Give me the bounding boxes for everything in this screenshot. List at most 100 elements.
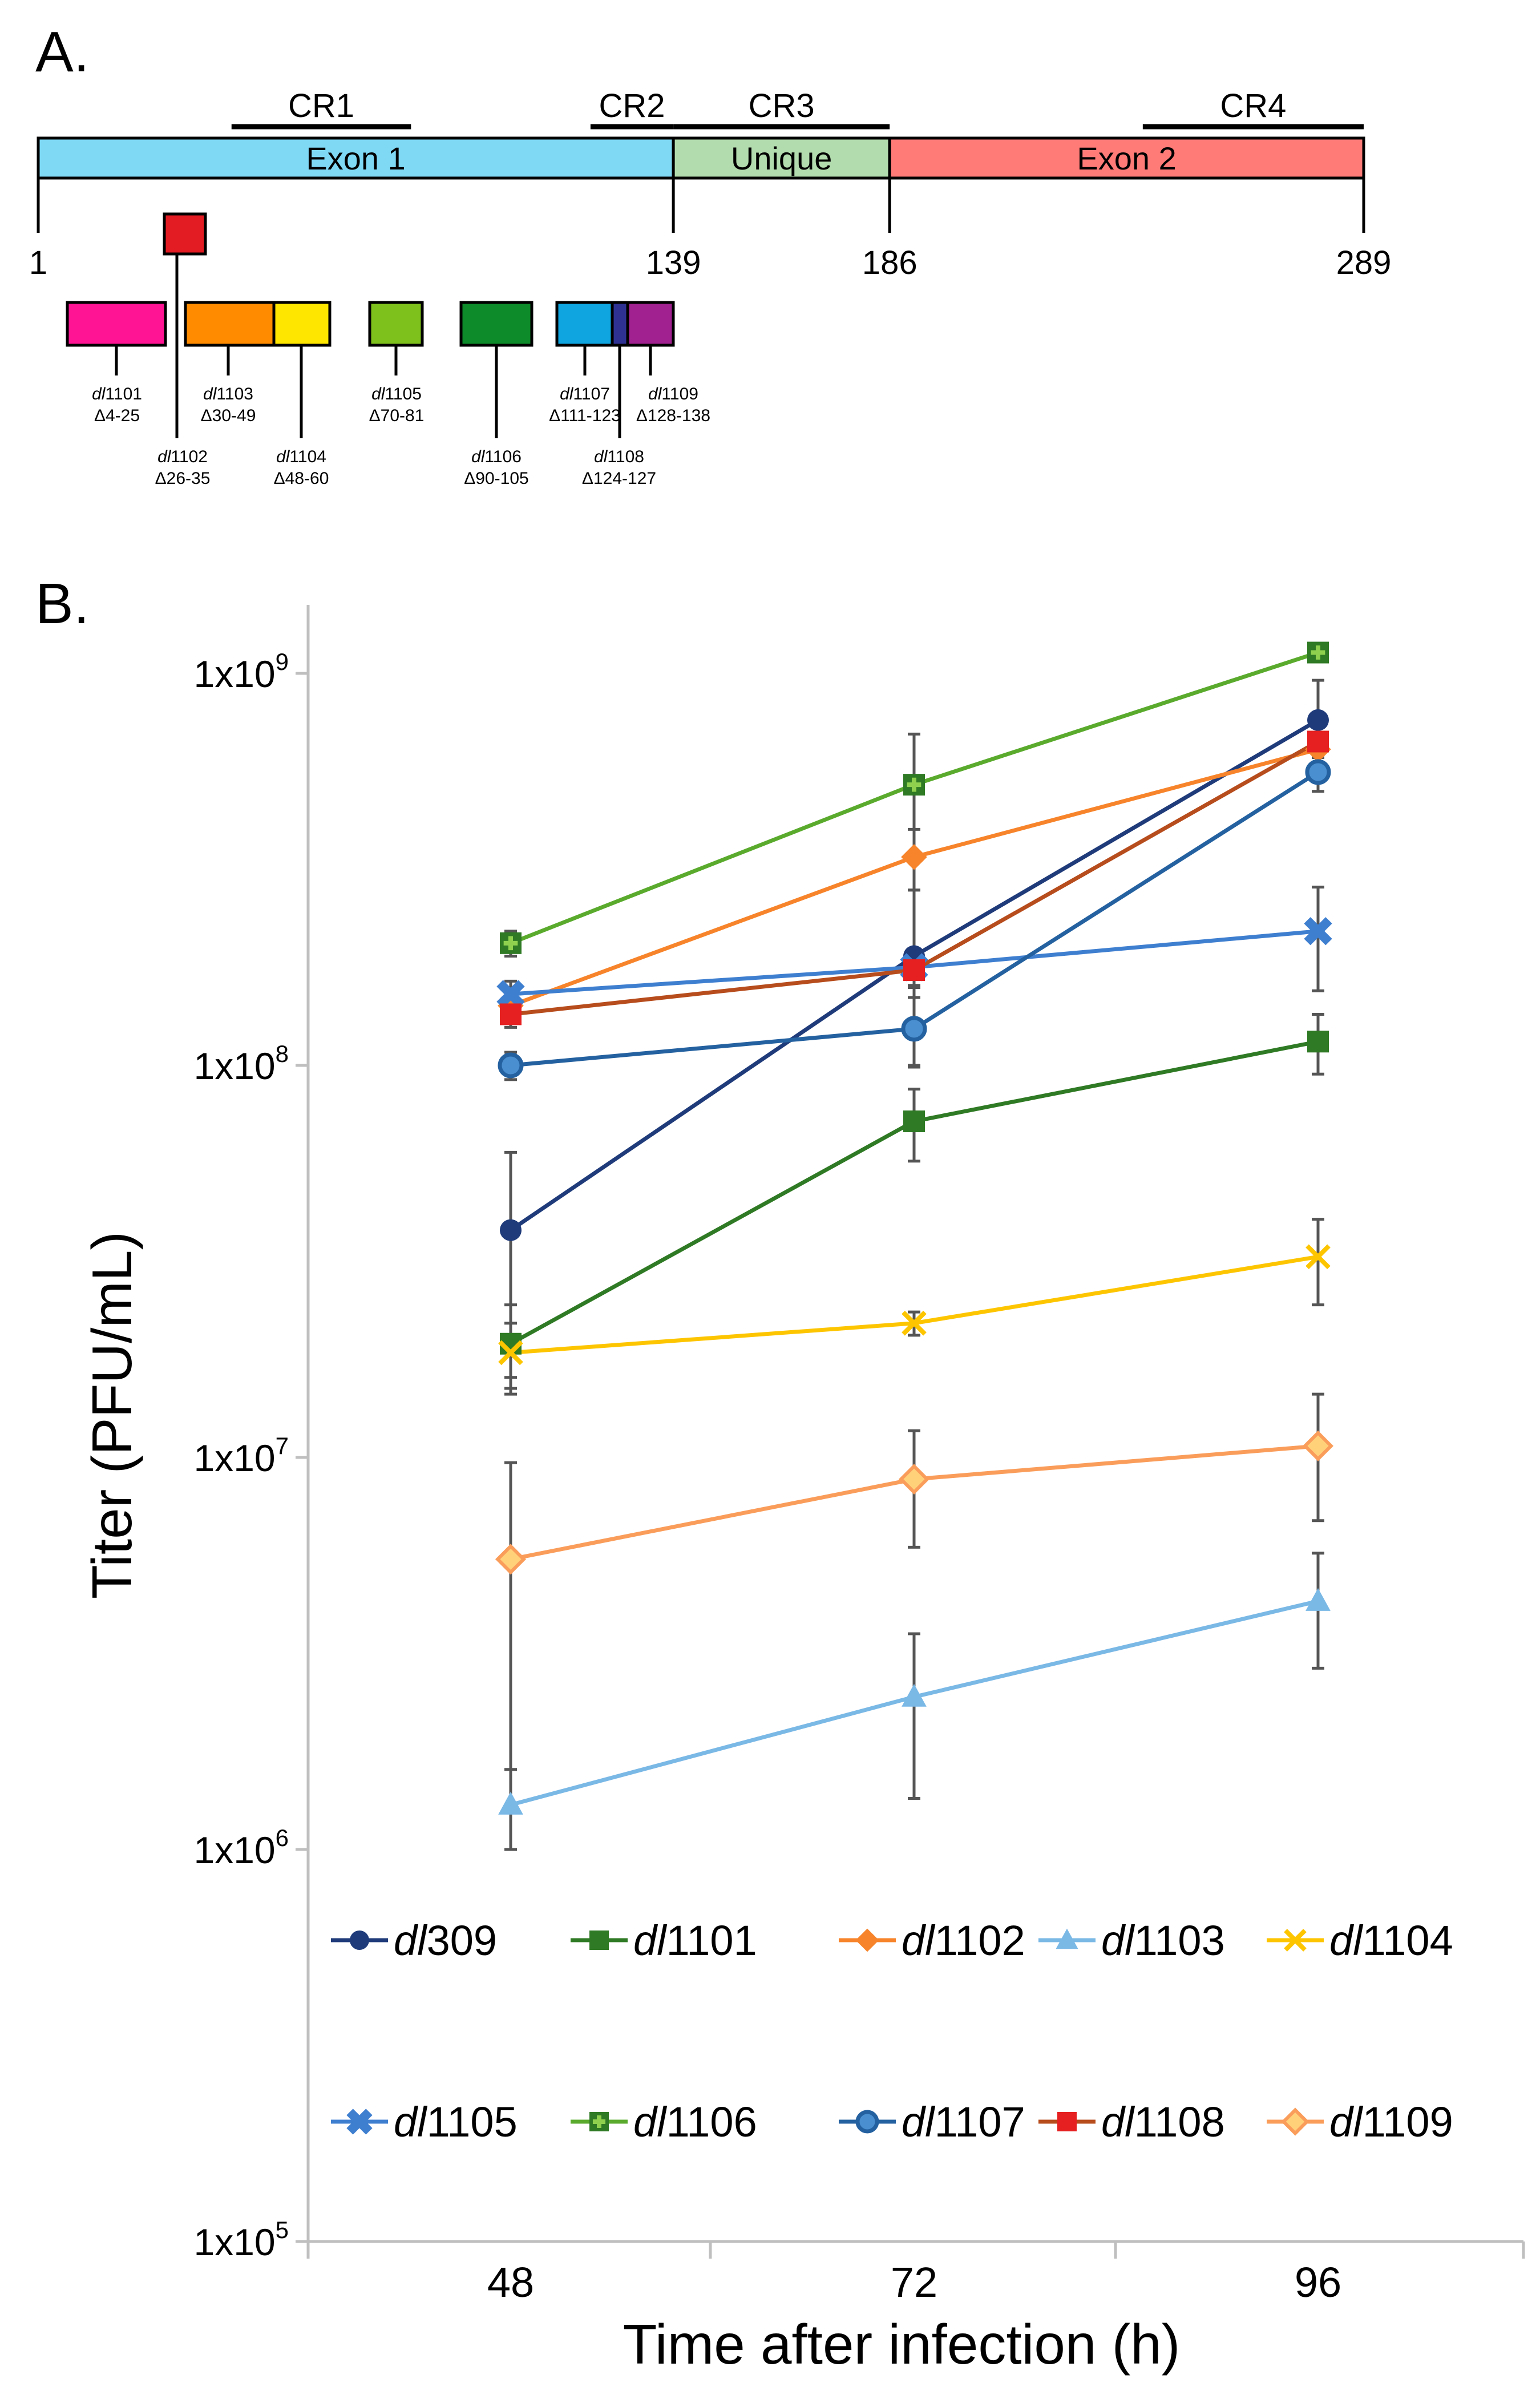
deletion-dl1101: dl1101 Δ4-25 — [66, 301, 167, 425]
legend-label-dl1103: dl1103 — [1101, 1917, 1225, 1964]
deletion-box-dl1107 — [555, 301, 614, 347]
region-exon-1 — [37, 136, 675, 180]
data-point-dl1104-72 — [902, 1310, 927, 1336]
deletion-name-dl1106: dl1106 — [471, 447, 522, 466]
data-point-dl1103-48 — [498, 1791, 523, 1815]
cr-label-cr2: CR2 — [599, 87, 665, 124]
deletion-name-dl1104: dl1104 — [276, 447, 326, 466]
legend: dl309 dl1101 dl1102 dl1103 dl1104 dl1105 dl110… — [331, 1917, 1453, 2146]
legend-label-dl309: dl309 — [394, 1917, 497, 1964]
data-point-dl1107-96 — [1305, 759, 1331, 785]
data-point-dl1109-72 — [898, 1464, 930, 1495]
deletion-box-dl1103 — [184, 301, 276, 347]
error-bar-dl1109-48 — [504, 1461, 517, 1807]
exon-regions: Exon 1 Unique Exon 2 — [37, 136, 1365, 180]
legend-marker-dl1105 — [346, 2109, 373, 2135]
deletion-name-dl1109: dl1109 — [648, 385, 698, 403]
legend-marker-dl1107 — [855, 2110, 879, 2134]
legend-item-dl1107: dl1107 — [839, 2098, 1025, 2146]
deletion-dl1105: dl1105 Δ70-81 — [368, 301, 425, 425]
deletion-dl1106: dl1106 Δ90-105 — [459, 301, 533, 488]
legend-label-dl1107: dl1107 — [902, 2098, 1025, 2146]
legend-label-dl1105: dl1105 — [394, 2098, 518, 2146]
error-bars — [504, 642, 1324, 1851]
legend-marker-dl1104 — [1284, 1929, 1307, 1952]
region-unique — [672, 136, 891, 180]
data-point-dl1109-48 — [495, 1544, 527, 1575]
gene-position-axis: 1 139 186 289 — [29, 178, 1392, 281]
error-bar-dl1105-96 — [1312, 886, 1324, 992]
chart-axes: 1x105 1x106 1x107 1x108 1x109 48 72 96 — [194, 605, 1525, 2306]
region-label-exon-1: Exon 1 — [306, 140, 405, 176]
deletion-range-dl1101: Δ4-25 — [94, 406, 140, 425]
y-tick-label-5: 1x105 — [194, 2216, 289, 2263]
data-point-dl1106-48 — [500, 932, 522, 954]
data-point-dl309-96 — [1307, 709, 1329, 731]
panel-a-label: A. — [35, 20, 89, 84]
data-point-dl1105-96 — [1304, 917, 1332, 946]
deletion-box-dl1106 — [459, 301, 533, 347]
data-point-dl1103-96 — [1305, 1588, 1331, 1611]
data-point-dl1108-96 — [1307, 730, 1329, 753]
deletion-range-dl1105: Δ70-81 — [369, 406, 425, 425]
legend-label-dl1101: dl1101 — [633, 1917, 757, 1964]
deletion-range-dl1103: Δ30-49 — [201, 406, 256, 425]
x-axis-title: Time after infection (h) — [623, 2313, 1181, 2376]
cr-label-cr1: CR1 — [288, 87, 354, 124]
legend-item-dl1101: dl1101 — [571, 1917, 757, 1964]
legend-label-dl1106: dl1106 — [633, 2098, 757, 2146]
cr-label-cr3: CR3 — [749, 87, 815, 124]
deletion-name-dl1101: dl1101 — [92, 385, 142, 403]
legend-item-dl1102: dl1102 — [839, 1917, 1025, 1964]
legend-item-dl1109: dl1109 — [1267, 2098, 1453, 2146]
data-point-dl1108-48 — [500, 1003, 522, 1025]
data-point-dl1108-72 — [903, 959, 925, 982]
legend-marker-dl1109 — [1281, 2107, 1309, 2136]
legend-marker-dl309 — [350, 1930, 369, 1950]
deletion-box-dl1109 — [626, 301, 675, 347]
data-point-dl1106-96 — [1307, 641, 1329, 664]
region-label-unique: Unique — [731, 140, 832, 176]
error-bar-dl1106-72 — [908, 732, 920, 859]
data-point-dl1109-96 — [1302, 1430, 1334, 1461]
legend-item-dl309: dl309 — [331, 1917, 497, 1964]
series-line-dl1104 — [510, 1254, 1319, 1355]
deletion-dl1108: dl1108 Δ124-127 — [582, 301, 656, 488]
deletion-name-dl1107: dl1107 — [560, 385, 610, 403]
deletion-range-dl1104: Δ48-60 — [274, 469, 329, 488]
data-point-dl1106-72 — [903, 774, 925, 796]
legend-label-dl1102: dl1102 — [902, 1917, 1025, 1964]
legend-item-dl1105: dl1105 — [331, 2098, 518, 2146]
deletion-dl1109: dl1109 Δ128-138 — [626, 301, 710, 425]
panel-b-growth-chart: B. 1x105 1x106 1x107 1x108 1x109 48 72 96 dl309… — [35, 572, 1525, 2376]
deletion-range-dl1102: Δ26-35 — [155, 469, 211, 488]
cr-label-cr4: CR4 — [1220, 87, 1286, 124]
panel-b-label: B. — [35, 572, 89, 636]
legend-marker-dl1102 — [855, 1928, 879, 1952]
deletion-range-dl1106: Δ90-105 — [464, 469, 528, 488]
deletion-box-dl1108 — [611, 301, 629, 347]
region-exon-2 — [888, 136, 1365, 180]
deletion-dl1103: dl1103 Δ30-49 — [184, 301, 276, 425]
series-line-dl1101 — [510, 1039, 1319, 1346]
y-axis-title: Titer (PFU/mL) — [80, 1231, 143, 1599]
legend-marker-dl1101 — [589, 1930, 609, 1950]
data-point-dl1107-72 — [901, 1016, 927, 1042]
x-tick-label-48: 48 — [487, 2259, 534, 2306]
data-point-dl1103-72 — [902, 1683, 927, 1707]
legend-marker-dl1108 — [1057, 2112, 1077, 2131]
legend-item-dl1108: dl1108 — [1038, 2098, 1225, 2146]
region-label-exon-2: Exon 2 — [1077, 140, 1176, 176]
deletion-box-dl1102 — [163, 212, 207, 256]
position-label-186: 186 — [862, 244, 917, 281]
position-label-289: 289 — [1336, 244, 1392, 281]
y-tick-label-9: 1x109 — [194, 648, 289, 695]
deletion-dl1107: dl1107 Δ111-123 — [549, 301, 621, 425]
legend-label-dl1104: dl1104 — [1329, 1917, 1453, 1964]
deletion-dl1104: dl1104 Δ48-60 — [272, 301, 332, 488]
deletion-mutants: dl1101Δ4-25dl1102Δ26-35dl1103Δ30-49dl110… — [66, 212, 710, 488]
data-points — [495, 641, 1334, 1815]
legend-marker-dl1103 — [1056, 1928, 1078, 1949]
data-point-dl309-48 — [500, 1219, 522, 1241]
